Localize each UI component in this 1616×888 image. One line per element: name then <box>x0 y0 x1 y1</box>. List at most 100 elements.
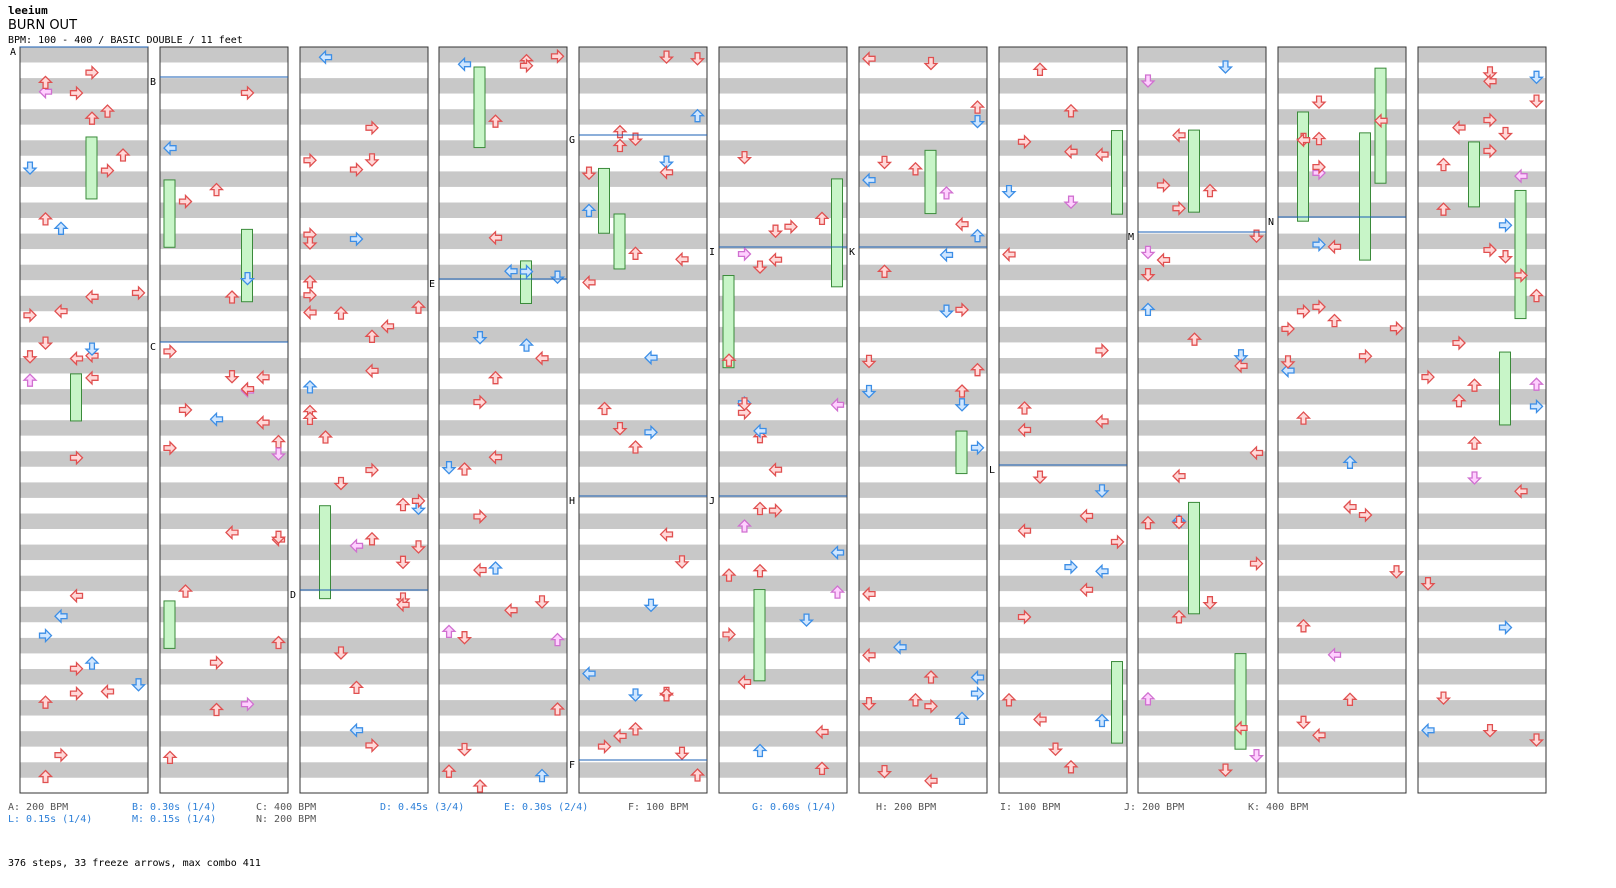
beat-stripe <box>719 777 847 793</box>
step-arrow <box>722 626 736 643</box>
step-arrow <box>627 688 644 702</box>
beat-stripe <box>1138 311 1266 327</box>
section-marker-label: H <box>569 496 575 507</box>
beat-stripe <box>439 560 567 576</box>
beat-stripe <box>160 342 288 358</box>
beat-stripe <box>719 47 847 63</box>
step-arrow <box>815 724 829 740</box>
freeze-arrow <box>1468 141 1480 208</box>
beat-stripe <box>1418 560 1546 576</box>
beat-stripe <box>1278 653 1406 669</box>
beat-stripe <box>1278 249 1406 265</box>
beat-stripe <box>1138 233 1266 250</box>
step-arrow <box>1483 112 1497 128</box>
beat-stripe <box>1278 715 1406 732</box>
step-arrow <box>411 493 426 509</box>
beat-stripe <box>1138 155 1266 172</box>
beat-stripe <box>160 466 288 483</box>
section-marker-label: L <box>989 465 995 476</box>
step-arrow <box>938 185 955 200</box>
beat-stripe <box>20 404 148 421</box>
beat-stripe <box>579 358 707 374</box>
step-arrow <box>1514 168 1528 184</box>
beat-stripe <box>1138 280 1266 296</box>
freeze-arrow <box>473 66 486 149</box>
beat-stripe <box>999 326 1127 343</box>
step-arrow <box>1452 335 1466 351</box>
beat-stripe <box>1138 93 1266 110</box>
beat-stripe <box>1138 762 1266 778</box>
beat-stripe <box>300 669 428 685</box>
beat-stripe <box>1418 326 1546 343</box>
beat-stripe <box>859 466 987 483</box>
beat-stripe <box>160 731 288 747</box>
step-arrow <box>907 692 924 707</box>
step-arrow <box>876 155 893 170</box>
beat-stripe <box>20 560 148 576</box>
beat-stripe <box>719 451 847 467</box>
step-arrow <box>1528 288 1545 303</box>
beat-stripe <box>20 326 148 343</box>
beat-stripe <box>999 715 1127 732</box>
beat-stripe <box>439 78 567 94</box>
beat-stripe <box>1278 420 1406 436</box>
step-arrow <box>955 302 969 318</box>
step-arrow <box>1217 60 1234 74</box>
step-arrow <box>923 56 939 71</box>
step-arrow <box>1217 763 1234 778</box>
beat-stripe <box>999 746 1127 763</box>
step-arrow <box>1528 94 1545 109</box>
beat-stripe <box>160 93 288 110</box>
beat-stripe <box>1418 249 1546 265</box>
beat-stripe <box>859 358 987 374</box>
step-arrow <box>954 398 970 412</box>
column-border <box>578 46 708 794</box>
beat-stripe <box>1138 529 1266 545</box>
legend-entry: N: 200 BPM <box>256 814 317 825</box>
beat-stripe <box>859 606 987 623</box>
step-arrow <box>1001 692 1017 707</box>
step-arrow <box>597 739 612 755</box>
beat-stripe <box>439 389 567 405</box>
beat-stripe <box>1278 762 1406 778</box>
beat-stripe <box>719 544 847 561</box>
beat-stripe <box>1418 684 1546 701</box>
beat-stripe <box>579 591 707 607</box>
beat-stripe <box>999 389 1127 405</box>
beat-stripe <box>999 451 1127 467</box>
beat-stripe <box>1138 78 1266 94</box>
step-arrow <box>1063 759 1079 774</box>
beat-stripe <box>719 373 847 390</box>
step-arrow <box>752 260 768 275</box>
beat-stripe <box>1138 575 1266 592</box>
step-arrow <box>829 585 846 599</box>
beat-stripe <box>160 311 288 327</box>
beat-stripe <box>439 109 567 125</box>
step-arrow <box>1420 577 1436 591</box>
beat-stripe <box>579 140 707 156</box>
step-arrow <box>939 247 954 263</box>
beat-stripe <box>439 513 567 530</box>
beat-stripe <box>1278 777 1406 793</box>
beat-stripe <box>579 637 707 654</box>
step-arrow <box>1032 470 1048 485</box>
step-arrow <box>115 148 131 162</box>
step-arrow <box>1033 711 1047 728</box>
beat-stripe <box>160 575 288 592</box>
beat-stripe <box>300 47 428 63</box>
step-arrow <box>1186 332 1203 346</box>
beat-stripe <box>1278 93 1406 110</box>
step-arrow <box>907 161 924 176</box>
step-arrow <box>736 519 753 533</box>
beat-stripe <box>1278 47 1406 63</box>
beat-stripe <box>859 777 987 793</box>
beat-stripe <box>20 513 148 530</box>
step-arrow <box>519 264 534 280</box>
beat-stripe <box>1418 280 1546 296</box>
step-arrow <box>970 686 985 702</box>
chart-column <box>19 46 149 794</box>
beat-stripe <box>579 249 707 265</box>
beat-stripe <box>160 529 288 545</box>
beat-stripe <box>1138 140 1266 156</box>
step-arrow <box>954 711 970 726</box>
